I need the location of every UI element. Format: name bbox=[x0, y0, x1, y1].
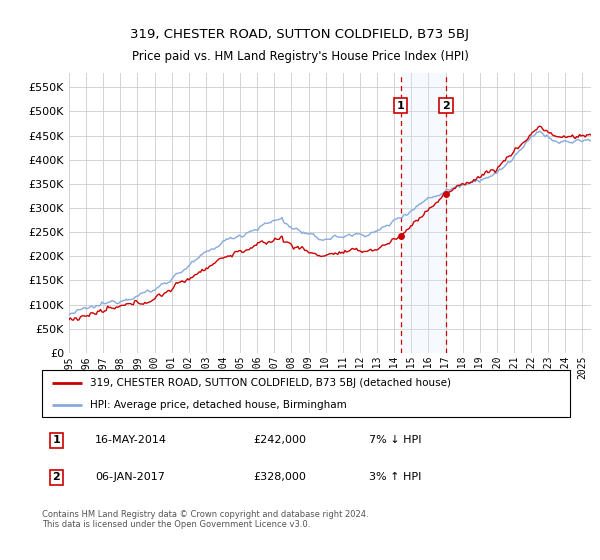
Text: £242,000: £242,000 bbox=[253, 435, 306, 445]
Text: 2: 2 bbox=[53, 473, 61, 482]
Text: Price paid vs. HM Land Registry's House Price Index (HPI): Price paid vs. HM Land Registry's House … bbox=[131, 50, 469, 63]
FancyBboxPatch shape bbox=[42, 370, 570, 417]
Text: 3% ↑ HPI: 3% ↑ HPI bbox=[370, 473, 422, 482]
Text: 06-JAN-2017: 06-JAN-2017 bbox=[95, 473, 164, 482]
Text: 319, CHESTER ROAD, SUTTON COLDFIELD, B73 5BJ (detached house): 319, CHESTER ROAD, SUTTON COLDFIELD, B73… bbox=[89, 378, 451, 388]
Text: 7% ↓ HPI: 7% ↓ HPI bbox=[370, 435, 422, 445]
Text: 1: 1 bbox=[53, 435, 61, 445]
Text: 1: 1 bbox=[397, 101, 404, 111]
Text: 319, CHESTER ROAD, SUTTON COLDFIELD, B73 5BJ: 319, CHESTER ROAD, SUTTON COLDFIELD, B73… bbox=[131, 28, 470, 41]
Text: £328,000: £328,000 bbox=[253, 473, 306, 482]
Text: Contains HM Land Registry data © Crown copyright and database right 2024.
This d: Contains HM Land Registry data © Crown c… bbox=[42, 510, 368, 529]
Text: HPI: Average price, detached house, Birmingham: HPI: Average price, detached house, Birm… bbox=[89, 400, 346, 410]
Bar bbox=[401, 73, 446, 353]
Text: 2: 2 bbox=[442, 101, 450, 111]
Text: 16-MAY-2014: 16-MAY-2014 bbox=[95, 435, 167, 445]
